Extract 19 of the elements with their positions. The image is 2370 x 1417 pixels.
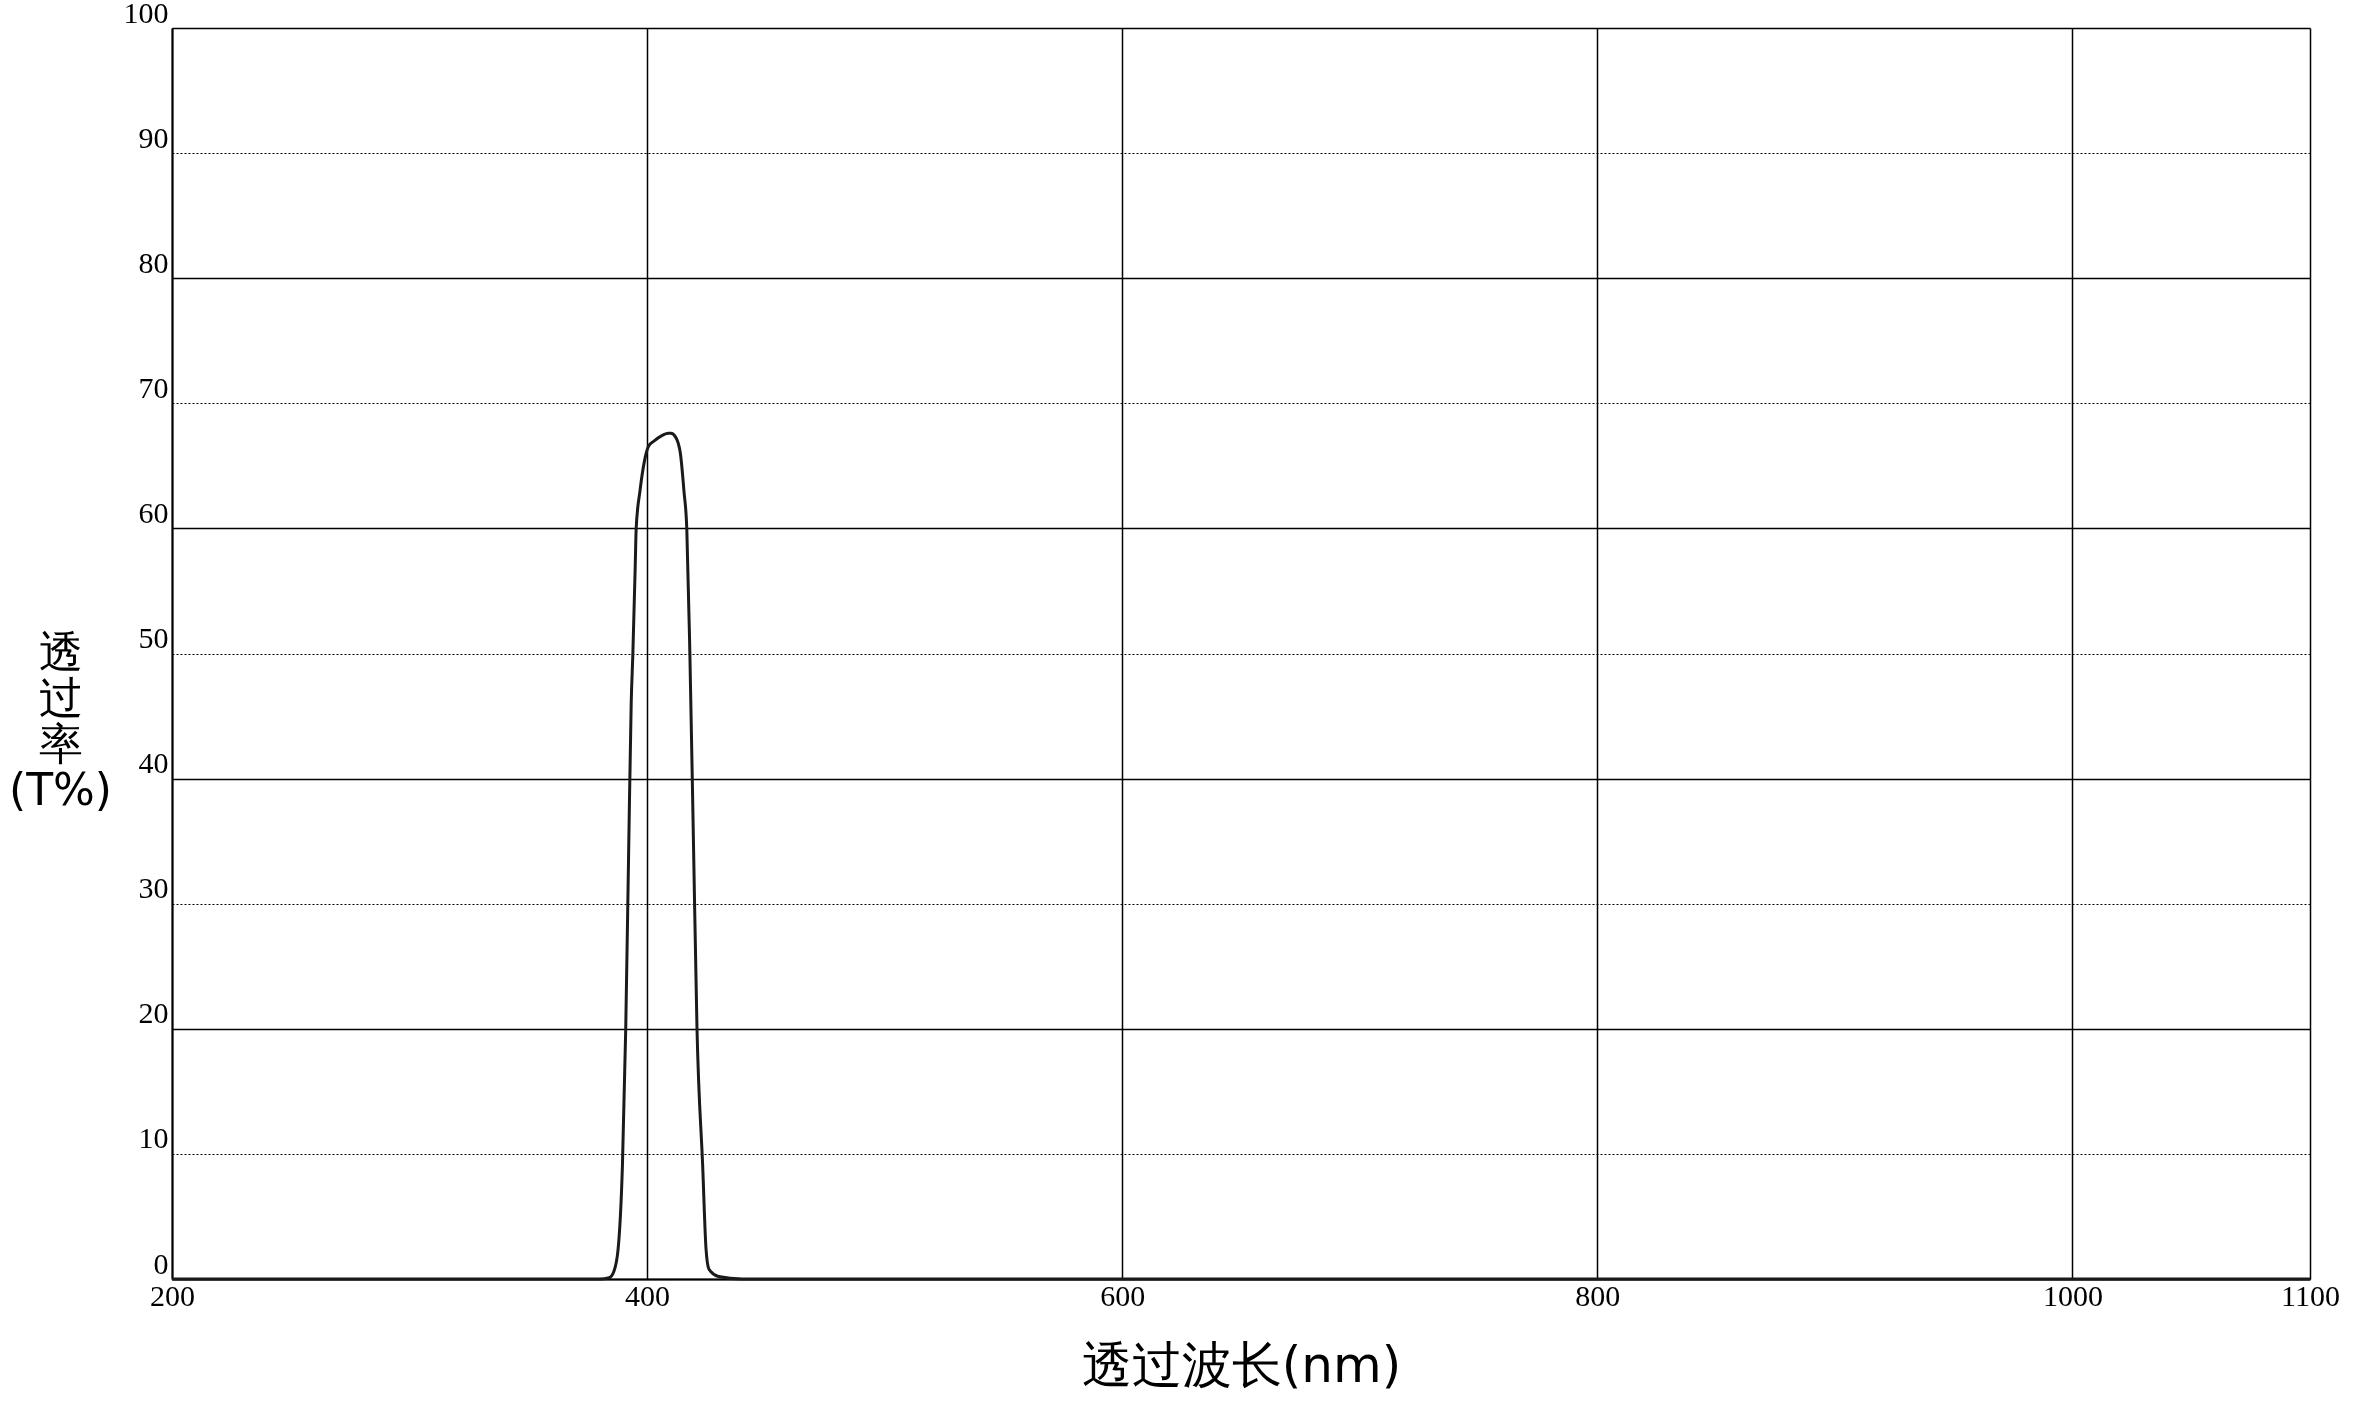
y-tick-label: 10 xyxy=(138,1121,169,1155)
y-tick-label: 60 xyxy=(138,495,169,529)
y-tick-label: 0 xyxy=(153,1246,169,1280)
x-tick-label: 200 xyxy=(150,1278,195,1312)
x-tick-label: 1000 xyxy=(2042,1278,2103,1312)
x-tick-label: 400 xyxy=(625,1278,671,1312)
y-tick-label: 90 xyxy=(138,120,169,154)
y-tick-label: 50 xyxy=(138,621,169,654)
y-tick-label: 70 xyxy=(138,370,169,404)
x-axis-title: 透过波长(nm) xyxy=(1081,1335,1402,1394)
y-tick-label: 40 xyxy=(138,746,169,780)
y-axis-title: 透过率(T%) xyxy=(8,626,113,815)
x-tick-label: 800 xyxy=(1575,1278,1621,1312)
y-tick-label: 100 xyxy=(123,0,169,29)
y-tick-label: 20 xyxy=(138,996,169,1030)
x-tick-label: 600 xyxy=(1100,1278,1146,1312)
y-tick-label: 30 xyxy=(138,871,169,905)
x-tick-label: 1100 xyxy=(2281,1278,2340,1312)
y-tick-label: 80 xyxy=(138,245,169,279)
